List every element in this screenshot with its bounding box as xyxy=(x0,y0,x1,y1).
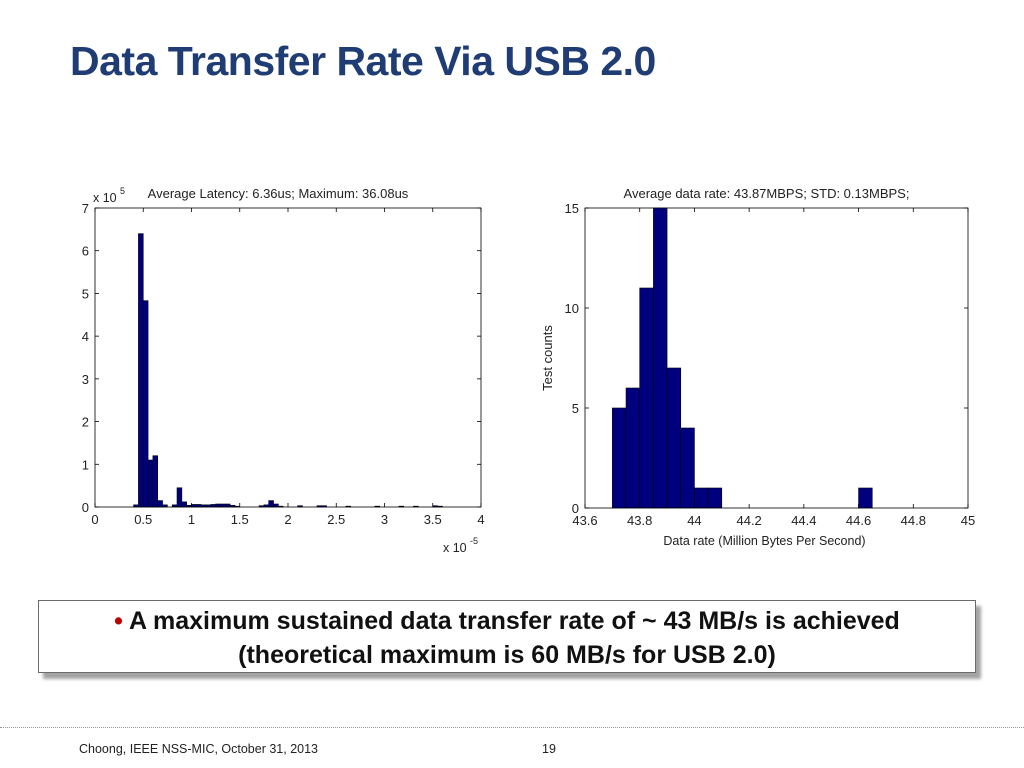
chart2-y-tick-label: 15 xyxy=(565,201,579,216)
chart1-x-tick-label: 3 xyxy=(381,512,388,527)
chart2-x-tick-label: 43.8 xyxy=(627,513,652,528)
chart2-x-tick-label: 44.8 xyxy=(901,513,926,528)
chart1-bar xyxy=(215,503,221,508)
chart1-x-tick-label: 0.5 xyxy=(134,512,152,527)
chart1-bar xyxy=(157,500,163,508)
chart1-bar xyxy=(181,501,187,508)
chart2-bar xyxy=(694,487,709,509)
chart1-bar xyxy=(273,503,279,508)
chart2-x-tick-label: 44 xyxy=(687,513,701,528)
chart2-axes-box xyxy=(584,207,969,509)
slide-title: Data Transfer Rate Via USB 2.0 xyxy=(70,38,656,84)
chart2-bar xyxy=(639,287,654,509)
page-number: 19 xyxy=(542,742,556,756)
chart1-bar xyxy=(224,503,231,508)
chart1-x-exponent-label: x 10 xyxy=(443,541,467,555)
chart2-x-axis-label: Data rate (Million Bytes Per Second) xyxy=(663,534,865,548)
chart1-x-tick-label: 3.5 xyxy=(424,512,442,527)
chart1-bar xyxy=(152,455,159,508)
chart1-y-tick-label: 2 xyxy=(82,415,89,430)
chart1-y-tick-label: 6 xyxy=(82,244,89,259)
chart1-y-tick-label: 4 xyxy=(82,329,89,344)
chart1-x-tick-label: 1.5 xyxy=(231,512,249,527)
chart2-y-tick-label: 10 xyxy=(565,301,579,316)
chart1-bar xyxy=(138,233,144,508)
summary-callout: • A maximum sustained data transfer rate … xyxy=(38,600,976,673)
chart2-x-tick-label: 43.6 xyxy=(572,513,597,528)
callout-line-1: • A maximum sustained data transfer rate … xyxy=(39,604,975,638)
chart1-y-tick-label: 0 xyxy=(82,500,89,515)
chart2-y-tick-label: 5 xyxy=(572,401,579,416)
chart2-bar xyxy=(653,207,668,509)
callout-text-2: (theoretical maximum is 60 MB/s for USB … xyxy=(238,641,776,669)
chart1-x-tick-label: 2.5 xyxy=(327,512,345,527)
chart2-bar xyxy=(666,367,682,509)
chart1-bar xyxy=(268,500,274,508)
chart1-x-exponent: -5 xyxy=(470,536,478,546)
chart1-y-tick-label: 7 xyxy=(82,201,89,216)
chart2-bar xyxy=(625,387,641,509)
chart2-x-tick-label: 45 xyxy=(961,513,975,528)
chart2-y-axis-label: Test counts xyxy=(540,325,555,391)
chart1-y-tick-label: 3 xyxy=(82,372,89,387)
chart1-y-tick-label: 1 xyxy=(82,457,89,472)
chart2-bar xyxy=(680,427,695,509)
chart2-bar xyxy=(858,487,873,509)
chart2-x-tick-label: 44.4 xyxy=(791,513,816,528)
chart2-x-tick-label: 44.2 xyxy=(736,513,761,528)
chart1-bar xyxy=(220,503,226,508)
bullet-icon: • xyxy=(114,607,123,635)
chart1-bar xyxy=(147,459,154,508)
chart1-bar xyxy=(176,487,183,508)
chart2-y-tick-label: 0 xyxy=(572,501,579,516)
chart2-title: Average data rate: 43.87MBPS; STD: 0.13M… xyxy=(624,186,910,201)
chart2-bar xyxy=(707,487,723,509)
chart1-x-tick-label: 4 xyxy=(477,512,484,527)
chart1-x-tick-label: 0 xyxy=(91,512,98,527)
chart1-y-tick-label: 5 xyxy=(82,286,89,301)
chart1-bar xyxy=(142,300,149,508)
chart1-y-exponent: 5 xyxy=(120,186,125,196)
footer-divider xyxy=(0,727,1024,728)
chart1-x-tick-label: 1 xyxy=(188,512,195,527)
chart1-title: Average Latency: 6.36us; Maximum: 36.08u… xyxy=(148,186,409,201)
callout-text-1: A maximum sustained data transfer rate o… xyxy=(128,607,900,635)
footer-citation: Choong, IEEE NSS-MIC, October 31, 2013 xyxy=(79,742,319,756)
chart1-y-exponent-label: x 10 xyxy=(93,191,117,205)
chart1-x-tick-label: 2 xyxy=(284,512,291,527)
chart2-x-tick-label: 44.6 xyxy=(846,513,871,528)
chart2-bar xyxy=(612,407,627,509)
